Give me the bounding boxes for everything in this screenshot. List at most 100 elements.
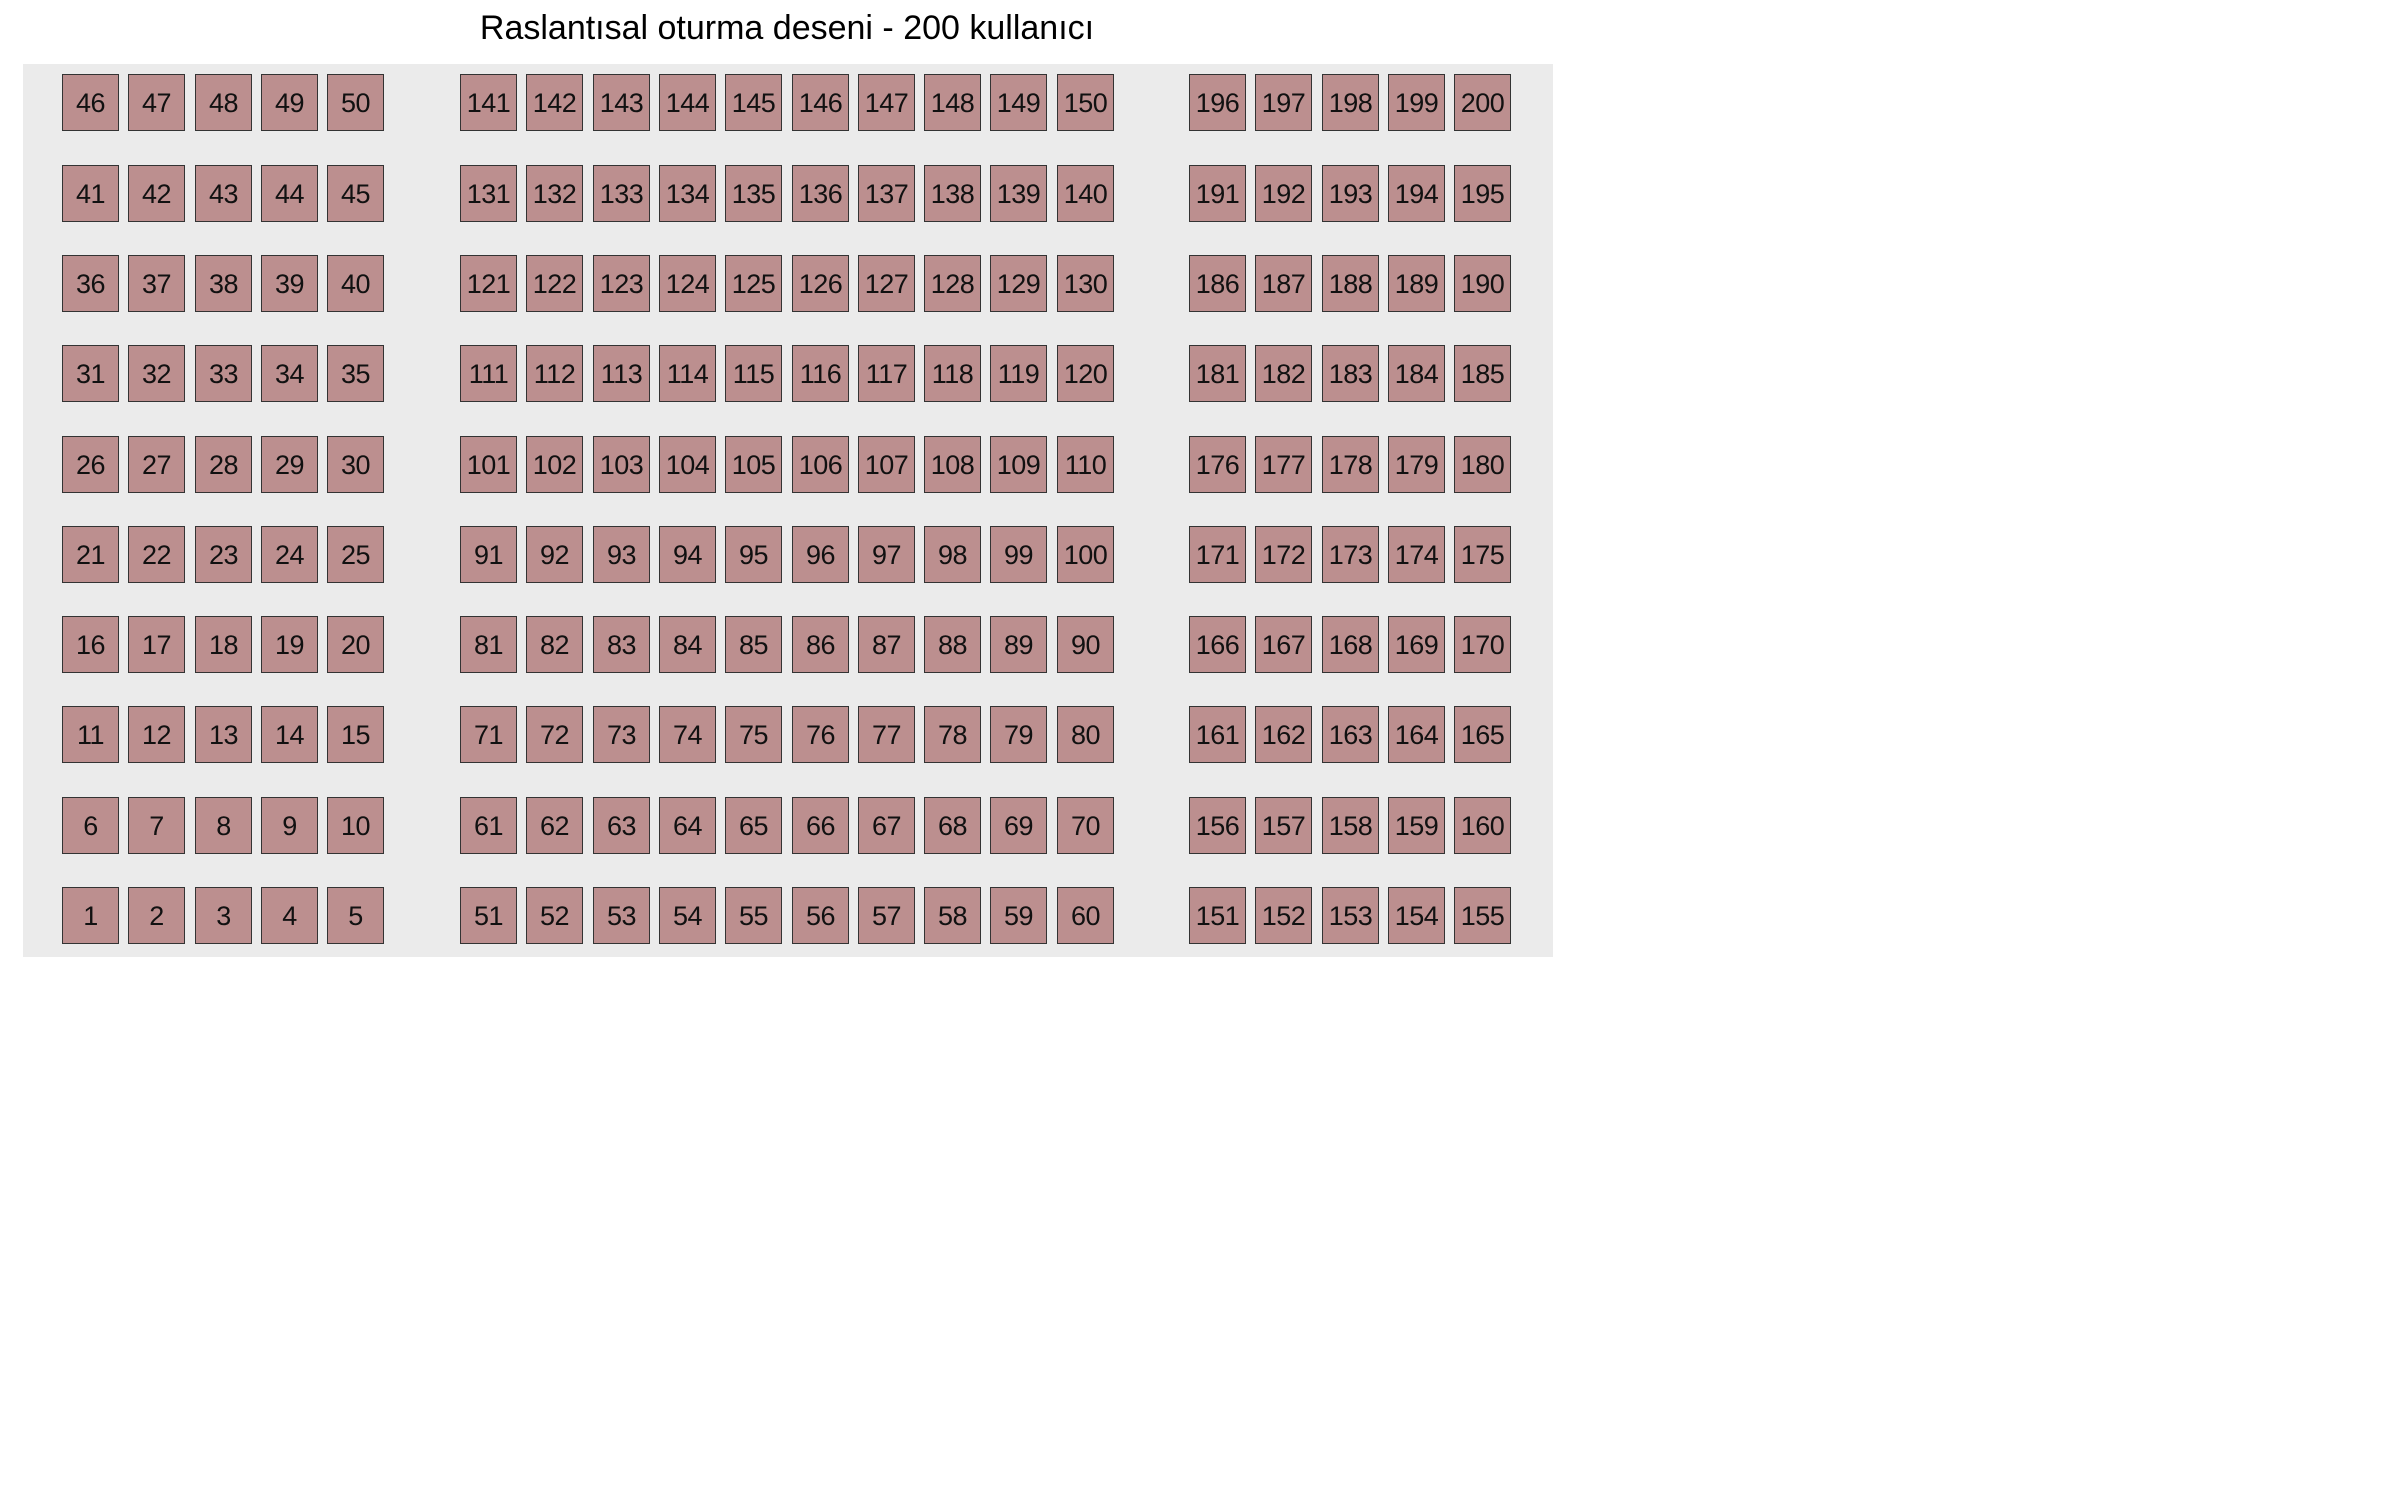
- seat-152: 152: [1255, 887, 1312, 944]
- seat-128: 128: [924, 255, 981, 312]
- seat-125: 125: [725, 255, 782, 312]
- seat-89: 89: [990, 616, 1047, 673]
- seat-186: 186: [1189, 255, 1246, 312]
- seat-161: 161: [1189, 706, 1246, 763]
- seat-175: 175: [1454, 526, 1511, 583]
- seat-176: 176: [1189, 436, 1246, 493]
- seat-164: 164: [1388, 706, 1445, 763]
- seat-168: 168: [1322, 616, 1379, 673]
- seat-110: 110: [1057, 436, 1114, 493]
- seat-150: 150: [1057, 74, 1114, 131]
- seat-129: 129: [990, 255, 1047, 312]
- seat-135: 135: [725, 165, 782, 222]
- seat-68: 68: [924, 797, 981, 854]
- seat-158: 158: [1322, 797, 1379, 854]
- seat-114: 114: [659, 345, 716, 402]
- seat-63: 63: [593, 797, 650, 854]
- seat-86: 86: [792, 616, 849, 673]
- seat-13: 13: [195, 706, 252, 763]
- seat-42: 42: [128, 165, 185, 222]
- seat-88: 88: [924, 616, 981, 673]
- seat-91: 91: [460, 526, 517, 583]
- seat-7: 7: [128, 797, 185, 854]
- seat-9: 9: [261, 797, 318, 854]
- seat-56: 56: [792, 887, 849, 944]
- seat-193: 193: [1322, 165, 1379, 222]
- seat-154: 154: [1388, 887, 1445, 944]
- seat-8: 8: [195, 797, 252, 854]
- seat-136: 136: [792, 165, 849, 222]
- seat-178: 178: [1322, 436, 1379, 493]
- seat-16: 16: [62, 616, 119, 673]
- seat-116: 116: [792, 345, 849, 402]
- seat-124: 124: [659, 255, 716, 312]
- seat-169: 169: [1388, 616, 1445, 673]
- seat-25: 25: [327, 526, 384, 583]
- seat-140: 140: [1057, 165, 1114, 222]
- seat-28: 28: [195, 436, 252, 493]
- seat-187: 187: [1255, 255, 1312, 312]
- seat-36: 36: [62, 255, 119, 312]
- seat-100: 100: [1057, 526, 1114, 583]
- seat-113: 113: [593, 345, 650, 402]
- seat-70: 70: [1057, 797, 1114, 854]
- seat-94: 94: [659, 526, 716, 583]
- seat-194: 194: [1388, 165, 1445, 222]
- seat-29: 29: [261, 436, 318, 493]
- seat-90: 90: [1057, 616, 1114, 673]
- seat-53: 53: [593, 887, 650, 944]
- seat-66: 66: [792, 797, 849, 854]
- seat-141: 141: [460, 74, 517, 131]
- seat-95: 95: [725, 526, 782, 583]
- seat-134: 134: [659, 165, 716, 222]
- seat-96: 96: [792, 526, 849, 583]
- seat-71: 71: [460, 706, 517, 763]
- seat-52: 52: [526, 887, 583, 944]
- seat-43: 43: [195, 165, 252, 222]
- seat-180: 180: [1454, 436, 1511, 493]
- seat-115: 115: [725, 345, 782, 402]
- seat-64: 64: [659, 797, 716, 854]
- seat-188: 188: [1322, 255, 1379, 312]
- seat-137: 137: [858, 165, 915, 222]
- seat-84: 84: [659, 616, 716, 673]
- seat-11: 11: [62, 706, 119, 763]
- seat-26: 26: [62, 436, 119, 493]
- seat-127: 127: [858, 255, 915, 312]
- seat-69: 69: [990, 797, 1047, 854]
- seat-10: 10: [327, 797, 384, 854]
- seat-118: 118: [924, 345, 981, 402]
- seat-156: 156: [1189, 797, 1246, 854]
- seat-162: 162: [1255, 706, 1312, 763]
- seat-122: 122: [526, 255, 583, 312]
- seat-200: 200: [1454, 74, 1511, 131]
- seat-197: 197: [1255, 74, 1312, 131]
- seat-19: 19: [261, 616, 318, 673]
- seat-60: 60: [1057, 887, 1114, 944]
- seat-65: 65: [725, 797, 782, 854]
- seat-22: 22: [128, 526, 185, 583]
- seat-157: 157: [1255, 797, 1312, 854]
- seat-44: 44: [261, 165, 318, 222]
- seat-106: 106: [792, 436, 849, 493]
- seat-112: 112: [526, 345, 583, 402]
- seat-174: 174: [1388, 526, 1445, 583]
- seat-77: 77: [858, 706, 915, 763]
- seat-62: 62: [526, 797, 583, 854]
- seat-182: 182: [1255, 345, 1312, 402]
- seat-48: 48: [195, 74, 252, 131]
- seat-51: 51: [460, 887, 517, 944]
- seat-123: 123: [593, 255, 650, 312]
- seat-199: 199: [1388, 74, 1445, 131]
- seat-153: 153: [1322, 887, 1379, 944]
- seat-61: 61: [460, 797, 517, 854]
- seat-171: 171: [1189, 526, 1246, 583]
- seat-27: 27: [128, 436, 185, 493]
- seat-83: 83: [593, 616, 650, 673]
- seat-20: 20: [327, 616, 384, 673]
- seat-142: 142: [526, 74, 583, 131]
- seat-31: 31: [62, 345, 119, 402]
- seat-50: 50: [327, 74, 384, 131]
- seat-72: 72: [526, 706, 583, 763]
- seat-196: 196: [1189, 74, 1246, 131]
